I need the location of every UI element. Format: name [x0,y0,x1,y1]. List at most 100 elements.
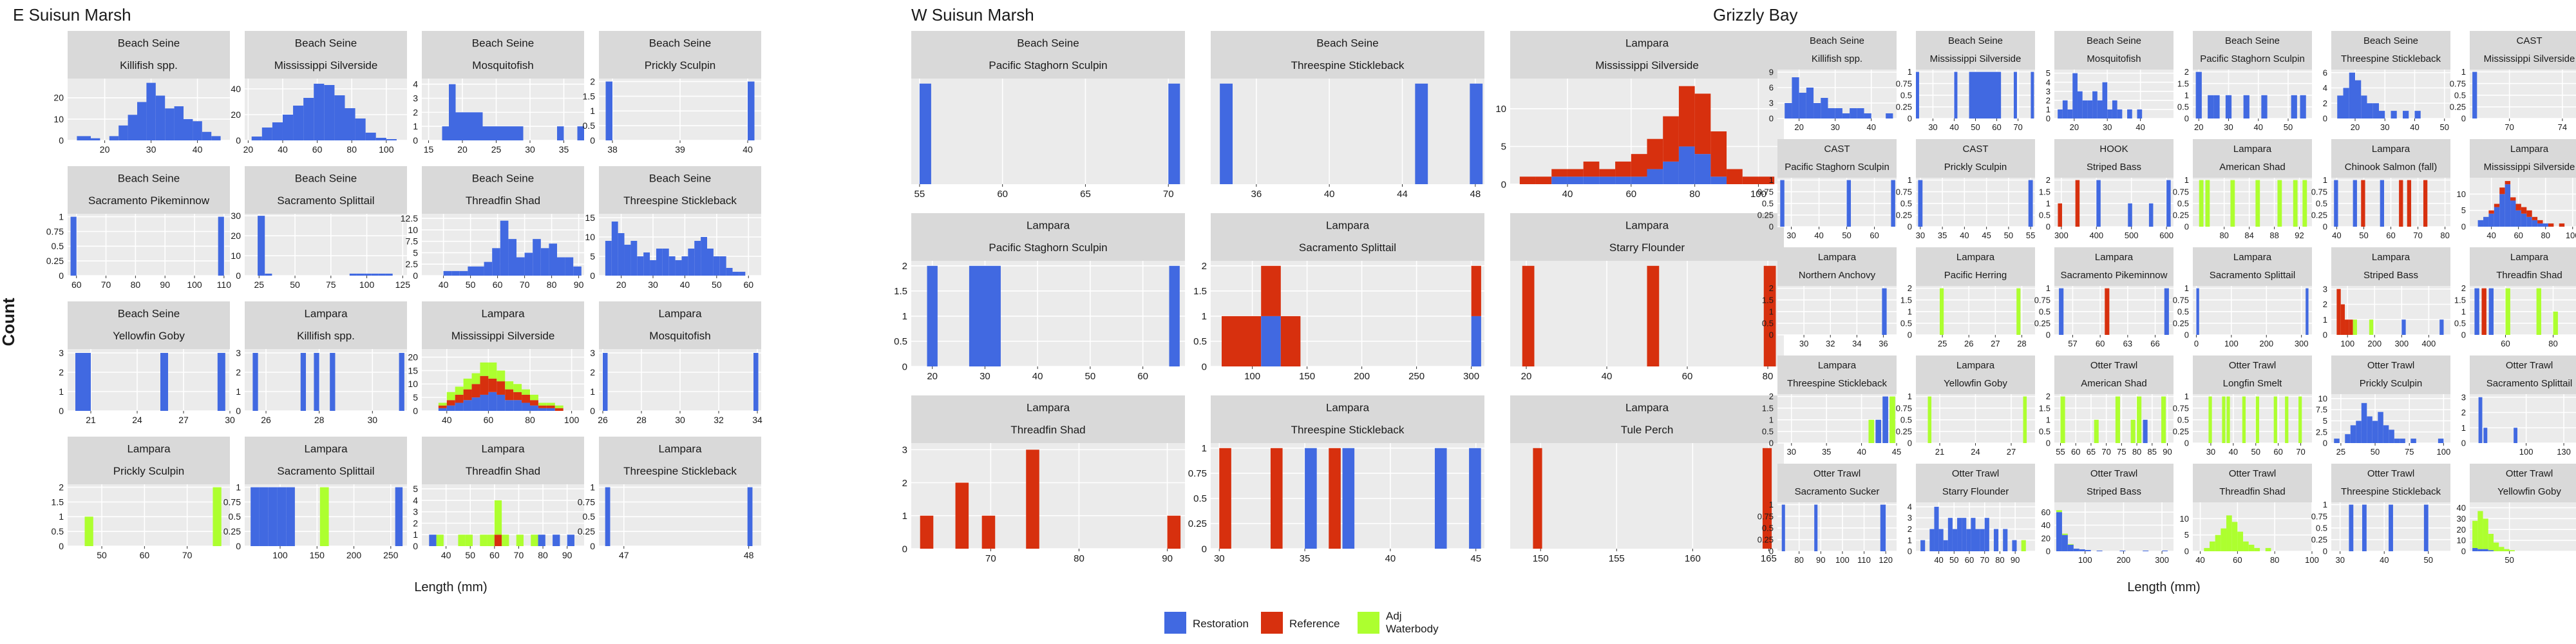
x-tick-label: 100 [379,144,394,155]
y-tick-label: 0.25 [1188,518,1207,529]
facet-panel: Otter Trawl Striped Bass 0 20 40 60 100 200 300 [2041,464,2174,565]
x-tick-label: 50 [1085,371,1096,382]
histogram-bar-adj-waterbody [2016,288,2021,335]
y-tick-label: 4 [2323,83,2327,93]
x-tick-label: 0 [2194,339,2199,348]
histogram-bar-restoration [1710,176,1727,184]
y-tick-label: 0 [590,270,595,281]
x-tick-label: 50 [2371,447,2380,457]
y-tick-label: 1 [1769,175,1774,185]
y-tick-label: 2 [59,367,64,377]
y-tick-label: 0.5 [2454,318,2466,328]
histogram-bar-reference [1742,176,1759,184]
x-tick-label: 24 [1971,447,1980,457]
histogram-bar-restoration [1993,529,1999,551]
histogram-bar-restoration [1975,529,1980,551]
facet-species-label: Starry Flounder [1609,242,1685,254]
y-tick-label: 1 [2184,283,2189,293]
histogram-bar-restoration [668,256,676,276]
y-tick-label: 1 [1769,500,1774,509]
facet-gear-label: Lampara [1027,401,1070,413]
y-tick-label: 0 [902,544,907,554]
facet-species-label: Mosquitofish [649,330,710,342]
y-tick-label: 5 [590,251,595,261]
histogram-bar-restoration [137,102,147,140]
histogram-bar-restoration [1952,529,1958,551]
y-tick-label: 0.25 [2034,318,2050,328]
y-tick-label: 2 [1908,283,1912,293]
histogram-bar-restoration [2380,180,2384,227]
y-tick-label: 1.5 [52,497,64,507]
histogram-bar-restoration [2350,425,2356,443]
y-tick-label: 0 [236,135,241,146]
histogram-bar-restoration [1785,103,1792,118]
y-tick-label: 0.5 [52,526,64,536]
plot-background [1510,443,1784,549]
x-tick-label: 75 [326,279,336,290]
y-tick-label: 0.25 [2450,102,2466,111]
y-tick-label: 30 [2457,514,2466,524]
histogram-bar-restoration [605,487,611,546]
x-tick-label: 40 [1385,553,1396,564]
histogram-bar-restoration [2059,288,2064,335]
y-tick-label: 0 [59,541,64,551]
histogram-bar-adj-waterbody [2204,547,2210,551]
x-tick-label: 30 [1830,122,1839,132]
y-tick-label: 5 [2184,530,2189,540]
histogram-bar-restoration [2477,220,2484,227]
histogram-bar-adj-waterbody [2536,288,2541,335]
facet-strip [68,31,230,79]
x-tick-label: 200 [2259,339,2273,348]
histogram-bar-restoration [265,273,272,276]
histogram-bar-reference [2399,180,2403,227]
y-tick-label: 0.5 [2316,198,2327,208]
facet-gear-label: Lampara [1326,401,1370,413]
y-tick-label: 3 [1769,99,1774,108]
y-tick-label: 0 [2046,330,2050,340]
x-axis-label-grizzly-bay: Length (mm) [2127,580,2200,594]
x-tick-label: 65 [1080,189,1091,200]
facet-panel: CAST Prickly Sculpin 0 0.25 0.5 0.75 1 30 35 40 45… [1896,139,2035,240]
histogram-bar-restoration [1943,540,1948,551]
plot-background [1777,286,1897,335]
histogram-bar-adj-waterbody [2509,550,2515,551]
histogram-bar-adj-waterbody [458,535,466,546]
facet-gear-label: Beach Seine [472,37,534,49]
histogram-bar-restoration [1261,316,1281,366]
y-tick-label: 0.75 [1188,468,1207,479]
histogram-bar-reference [1694,93,1711,155]
facet-strip [2054,247,2174,286]
facet-species-label: Sacramento Sucker [1795,486,1880,497]
histogram-bar-adj-waterbody [446,392,455,401]
facet-strip [1916,464,2035,502]
facet-gear-label: Otter Trawl [2229,360,2276,371]
y-tick-label: 0 [2046,222,2050,232]
histogram-bar-reference [981,515,996,549]
facet-gear-label: Beach Seine [2087,35,2141,46]
plot-background [2470,394,2576,443]
x-tick-label: 30 [525,144,535,155]
histogram-bar-restoration [2394,439,2400,443]
histogram-bar-restoration [1971,518,1976,551]
histogram-bar-restoration [2117,109,2123,118]
histogram-bar-restoration [1880,504,1886,551]
section-e-suisun-marsh: E Suisun Marsh Beach Seine Killifish spp. 0… [13,5,762,560]
x-tick-label: 30 [1786,231,1795,240]
facet-panel: Lampara Threadfin Shad 0 1 2 3 70 80 90 [902,395,1185,564]
x-tick-label: 500 [2125,231,2139,240]
histogram-bar-restoration [165,108,175,140]
histogram-bar-restoration [446,405,455,411]
histogram-bar-reference [2548,223,2554,227]
x-tick-label: 60 [71,279,82,290]
histogram-bar-restoration [2058,109,2063,118]
x-tick-label: 40 [1324,189,1335,200]
histogram-bar-restoration [500,220,509,276]
x-tick-label: 250 [383,550,399,560]
histogram-bar-restoration [557,257,565,276]
facet-species-label: Tule Perch [1621,424,1674,436]
histogram-bar-reference [1763,265,1776,366]
x-tick-label: 80 [1763,371,1774,382]
y-tick-label: 0.5 [1762,523,1774,533]
facet-strip [2470,247,2576,286]
x-tick-label: 120 [1879,555,1893,565]
